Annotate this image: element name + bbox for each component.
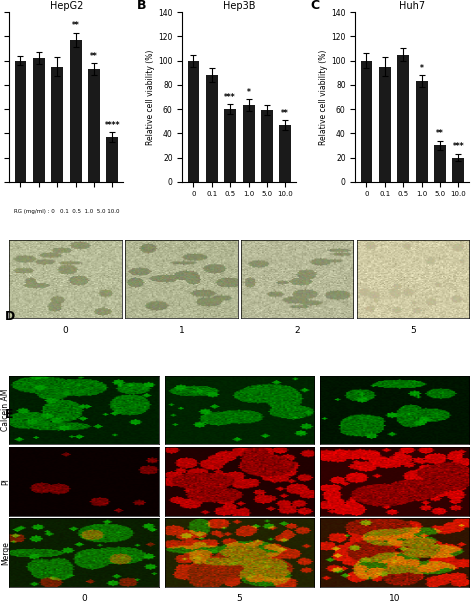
- Bar: [51, 67, 63, 182]
- Text: 5: 5: [410, 325, 416, 335]
- Bar: [452, 157, 464, 182]
- Text: 5: 5: [237, 594, 242, 603]
- Bar: [206, 75, 218, 182]
- Bar: [416, 81, 428, 182]
- Bar: [224, 109, 236, 182]
- Text: *: *: [419, 64, 423, 73]
- Text: **: **: [282, 108, 289, 117]
- Text: 2: 2: [294, 325, 300, 335]
- Bar: [88, 69, 100, 182]
- Text: **: **: [90, 51, 98, 60]
- Title: HepG2: HepG2: [50, 1, 83, 11]
- Text: RG (mg/ml) : 0   0.1  0.5  1.0  5.0 10.0: RG (mg/ml) : 0 0.1 0.5 1.0 5.0 10.0: [14, 209, 119, 214]
- Text: B: B: [137, 0, 146, 11]
- Text: C: C: [310, 0, 319, 11]
- Text: ****: ****: [105, 120, 120, 129]
- Y-axis label: PI: PI: [1, 478, 10, 485]
- Bar: [33, 58, 45, 182]
- Text: 0: 0: [81, 594, 87, 603]
- Text: D: D: [5, 310, 15, 322]
- Y-axis label: Calcein AM: Calcein AM: [1, 389, 10, 431]
- Bar: [279, 125, 291, 182]
- Bar: [70, 40, 82, 182]
- Bar: [361, 60, 373, 182]
- Text: **: **: [72, 21, 80, 30]
- Y-axis label: Relative cell viability (%): Relative cell viability (%): [146, 49, 155, 145]
- Text: 10: 10: [389, 594, 401, 603]
- Bar: [397, 54, 409, 182]
- Title: Huh7: Huh7: [399, 1, 426, 11]
- Bar: [15, 60, 27, 182]
- Bar: [434, 145, 446, 182]
- Y-axis label: Merge: Merge: [1, 541, 10, 564]
- Text: 1: 1: [179, 325, 184, 335]
- Bar: [261, 110, 273, 182]
- Bar: [188, 60, 200, 182]
- Title: Hep3B: Hep3B: [223, 1, 255, 11]
- Bar: [243, 105, 255, 182]
- Text: **: **: [436, 129, 444, 138]
- Text: ***: ***: [224, 93, 236, 102]
- Text: E: E: [5, 408, 13, 421]
- Text: ***: ***: [453, 142, 464, 151]
- Bar: [106, 137, 118, 181]
- Bar: [379, 67, 391, 182]
- Text: *: *: [246, 88, 250, 97]
- Text: 0: 0: [63, 325, 69, 335]
- Y-axis label: Relative cell viability (%): Relative cell viability (%): [319, 49, 328, 145]
